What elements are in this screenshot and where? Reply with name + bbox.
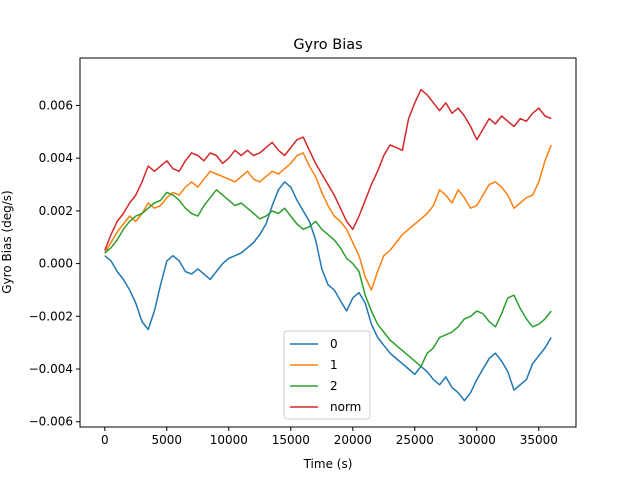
x-axis-label: Time (s)	[303, 457, 353, 471]
legend-label-norm: norm	[330, 400, 361, 414]
y-tick-label: 0.006	[39, 98, 73, 112]
x-tick-label: 5000	[152, 433, 183, 447]
x-tick-label: 0	[101, 433, 109, 447]
y-tick-label: 0.004	[39, 151, 73, 165]
y-axis-label: Gyro Bias (deg/s)	[0, 190, 14, 294]
chart-title: Gyro Bias	[293, 37, 362, 53]
x-tick-label: 20000	[334, 433, 372, 447]
legend-label-2: 2	[330, 379, 338, 393]
legend-box	[283, 330, 371, 420]
y-tick-label: −0.006	[29, 415, 73, 429]
y-tick-label: −0.004	[29, 362, 73, 376]
legend-label-0: 0	[330, 337, 338, 351]
series-line-1	[104, 144, 552, 291]
x-axis-ticks: 0 5000 10000 15000 20000 25000 30000 35000	[101, 427, 558, 447]
series-lines	[104, 88, 552, 402]
x-tick-label: 10000	[210, 433, 248, 447]
y-tick-label: 0.002	[39, 204, 73, 218]
legend-label-1: 1	[330, 358, 338, 372]
x-tick-label: 25000	[396, 433, 434, 447]
series-line-norm	[104, 88, 552, 251]
series-line-2	[104, 189, 552, 368]
y-axis-ticks: −0.006 −0.004 −0.002 0.000 0.002 0.004 0.006	[29, 98, 80, 429]
plot-frame	[79, 57, 577, 428]
y-tick-label: −0.002	[29, 309, 73, 323]
x-tick-label: 15000	[272, 433, 310, 447]
x-tick-label: 35000	[520, 433, 558, 447]
x-tick-label: 30000	[458, 433, 496, 447]
legend: 0 1 2 norm	[283, 330, 371, 420]
series-line-0	[104, 181, 552, 402]
y-tick-label: 0.000	[39, 257, 73, 271]
